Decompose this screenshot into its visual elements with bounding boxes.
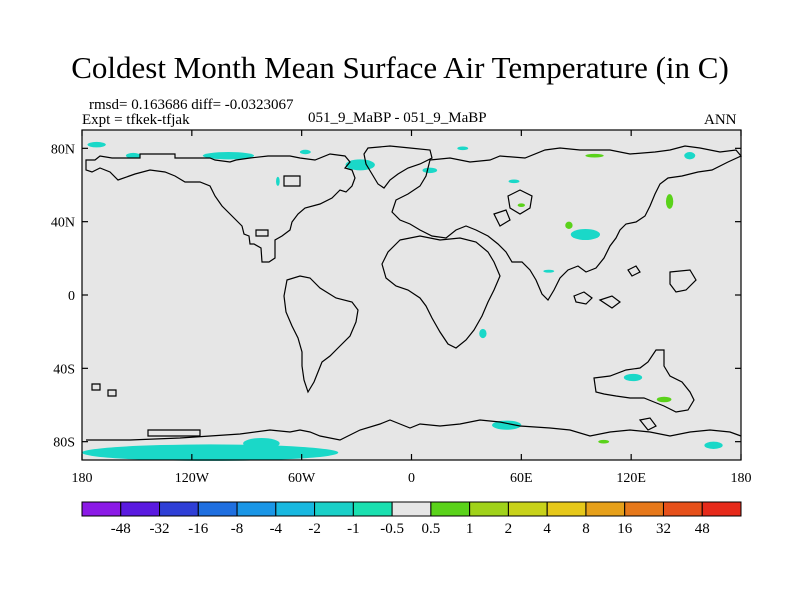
colorbar-label: -2 bbox=[308, 521, 321, 537]
x-tick-label: 180 bbox=[731, 471, 752, 486]
x-tick-label: 120E bbox=[616, 471, 646, 486]
colorbar-label: 16 bbox=[617, 521, 633, 537]
colorbar-label: 2 bbox=[505, 521, 513, 537]
axis-layer: 80N 40N 0 40S 80S 180 120W 60W 0 60E 120E 180 bbox=[51, 130, 752, 486]
colorbar: -48 -32 -16 -8 -4 -2 -1 -0.5 0.5 1 2 4 8 16 32 48 bbox=[81, 501, 742, 537]
y-tick-label: 80N bbox=[51, 142, 75, 157]
anomaly-patch bbox=[543, 269, 555, 273]
anomaly-patch bbox=[517, 203, 525, 208]
x-tick-label: 60E bbox=[510, 471, 533, 486]
period-label: ANN bbox=[704, 112, 737, 128]
colorbar-label: 0.5 bbox=[422, 521, 441, 537]
anomaly-layer bbox=[82, 141, 723, 461]
x-tick-label: 0 bbox=[408, 471, 415, 486]
anomaly-patch bbox=[82, 444, 339, 461]
anomaly-patch bbox=[422, 167, 438, 174]
anomaly-patch bbox=[598, 439, 610, 444]
colorbar-label: -32 bbox=[150, 521, 170, 537]
colorbar-label: 8 bbox=[582, 521, 590, 537]
colorbar-swatch bbox=[430, 501, 471, 517]
anomaly-patch bbox=[585, 153, 604, 158]
coastlines bbox=[85, 145, 742, 441]
y-tick-label: 0 bbox=[68, 289, 75, 304]
map-subtitle: 051_9_MaBP - 051_9_MaBP bbox=[308, 110, 487, 126]
colorbar-label: 4 bbox=[543, 521, 551, 537]
colorbar-label: -16 bbox=[188, 521, 208, 537]
anomaly-patch bbox=[665, 194, 674, 209]
anomaly-patch bbox=[276, 176, 280, 186]
colorbar-label: -1 bbox=[347, 521, 360, 537]
anomaly-patch bbox=[508, 179, 520, 184]
colorbar-swatch bbox=[120, 501, 161, 517]
anomaly-patch bbox=[565, 221, 573, 229]
colorbar-label: -48 bbox=[111, 521, 131, 537]
anomaly-patch bbox=[623, 373, 643, 382]
colorbar-swatch bbox=[662, 501, 703, 517]
colorbar-swatch bbox=[275, 501, 316, 517]
anomaly-patch bbox=[479, 328, 487, 339]
anomaly-patch bbox=[684, 152, 696, 160]
y-tick-label: 40S bbox=[53, 362, 75, 377]
colorbar-swatch bbox=[81, 501, 122, 517]
anomaly-patch bbox=[345, 159, 375, 171]
colorbar-label: 48 bbox=[695, 521, 710, 537]
colorbar-swatch bbox=[546, 501, 587, 517]
anomaly-patch bbox=[299, 149, 311, 155]
y-tick-label: 80S bbox=[53, 436, 75, 451]
colorbar-label: -8 bbox=[231, 521, 244, 537]
anomaly-patch bbox=[570, 229, 601, 240]
anomaly-patch bbox=[202, 152, 255, 160]
colorbar-swatch bbox=[236, 501, 277, 517]
anomaly-patch bbox=[87, 141, 106, 148]
colorbar-label: -0.5 bbox=[380, 521, 404, 537]
colorbar-swatch bbox=[314, 501, 354, 517]
x-tick-label: 60W bbox=[288, 471, 316, 486]
x-tick-label: 180 bbox=[72, 471, 93, 486]
colorbar-swatch bbox=[585, 501, 626, 517]
colorbar-swatch bbox=[624, 501, 664, 517]
experiment-label: Expt = tfkek-tfjak bbox=[82, 112, 190, 128]
colorbar-swatch bbox=[701, 501, 742, 517]
colorbar-swatch bbox=[352, 501, 393, 517]
colorbar-swatch bbox=[391, 501, 432, 517]
colorbar-label: -4 bbox=[270, 521, 283, 537]
colorbar-swatch bbox=[507, 501, 548, 517]
colorbar-label: 1 bbox=[466, 521, 474, 537]
anomaly-patch bbox=[704, 441, 723, 450]
anomaly-patch bbox=[492, 420, 522, 430]
x-tick-label: 120W bbox=[175, 471, 210, 486]
colorbar-label: 32 bbox=[656, 521, 671, 537]
colorbar-swatch bbox=[159, 501, 199, 517]
anomaly-patch bbox=[656, 396, 672, 403]
y-tick-label: 40N bbox=[51, 216, 75, 231]
anomaly-patch bbox=[457, 146, 469, 151]
anomaly-patch bbox=[125, 152, 141, 159]
map-background bbox=[82, 130, 741, 460]
colorbar-swatch bbox=[469, 501, 509, 517]
anomaly-patch bbox=[243, 438, 280, 449]
stats-text: rmsd= 0.163686 diff= -0.0323067 bbox=[89, 97, 294, 113]
map-title: Coldest Month Mean Surface Air Temperatu… bbox=[71, 50, 729, 85]
colorbar-swatch bbox=[197, 501, 238, 517]
